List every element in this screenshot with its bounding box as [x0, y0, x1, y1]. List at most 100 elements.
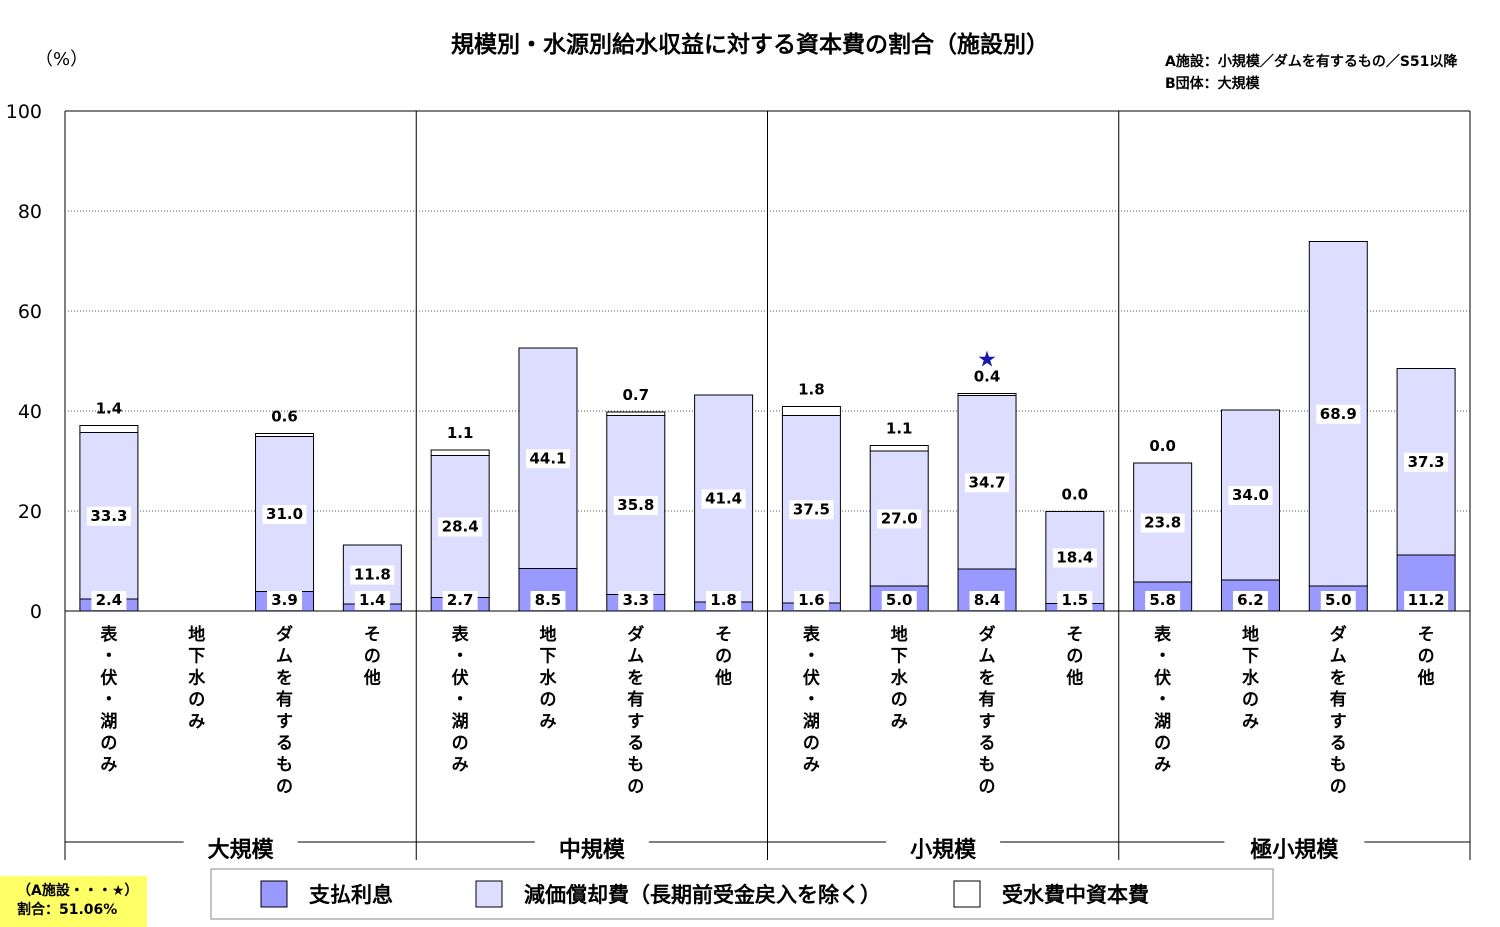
data-label: 3.3	[622, 591, 649, 609]
category-label-char: 地	[891, 624, 908, 645]
category-label-char: 表	[1154, 624, 1172, 645]
category-label-char: 水	[539, 667, 557, 688]
star-marker-icon: ★	[977, 348, 997, 373]
bar-segment	[957, 393, 1017, 396]
data-label: 2.7	[447, 591, 474, 609]
category-label-char: 有	[627, 689, 644, 710]
category-label-char: 地	[1242, 624, 1259, 645]
category-label-char: す	[276, 712, 293, 732]
data-label-bg	[1320, 591, 1356, 610]
bar-segment	[255, 433, 315, 437]
data-label-bg	[438, 517, 483, 537]
category-label-char: も	[627, 755, 644, 775]
category-label-char: 下	[188, 647, 205, 667]
category-label-char: す	[1330, 712, 1347, 732]
data-label: 6.2	[1237, 591, 1264, 609]
category-label-char: の	[1242, 690, 1259, 710]
category-label-char: 他	[1417, 667, 1435, 688]
data-label: 33.3	[90, 507, 127, 525]
data-label: 1.1	[886, 420, 913, 438]
data-label-bg	[701, 489, 746, 509]
category-label-char: ム	[979, 647, 996, 667]
category-label-char: の	[452, 734, 469, 754]
category-label-char: 表	[803, 624, 821, 645]
data-label: 5.0	[1325, 591, 1352, 609]
category-label-char: の	[188, 690, 205, 710]
legend-swatch	[953, 880, 981, 908]
y-tick-label: 20	[18, 501, 42, 523]
category-label-char: み	[539, 712, 556, 732]
data-label: 18.4	[1056, 549, 1093, 567]
data-label: 31.0	[266, 505, 303, 523]
category-label-char: ダ	[627, 624, 644, 645]
category-label-char: る	[979, 734, 996, 754]
bar-segment	[869, 445, 929, 452]
category-label-char: 水	[891, 667, 909, 688]
data-label-bg	[877, 509, 922, 529]
category-label-char: ・	[452, 690, 469, 710]
category-label-char: み	[1242, 712, 1259, 732]
callout-line-1: （A施設・・・★）	[17, 883, 139, 899]
data-label-bg	[793, 591, 829, 610]
data-label: 2.4	[96, 591, 123, 609]
category-label-char: み	[452, 755, 469, 775]
legend-label: 支払利息	[309, 883, 393, 907]
data-label-bg	[1232, 591, 1268, 610]
data-label-bg	[618, 591, 654, 610]
data-label: 41.4	[705, 490, 742, 508]
data-label-bg	[1052, 548, 1097, 568]
data-label-bg	[965, 473, 1010, 493]
category-label-char: の	[715, 647, 732, 667]
data-label: 1.4	[96, 400, 123, 418]
category-label-char: の	[891, 690, 908, 710]
category-label-char: の	[1154, 734, 1171, 754]
category-label-char: み	[803, 755, 820, 775]
data-label: 1.5	[1062, 591, 1089, 609]
data-label-bg	[1140, 513, 1185, 533]
category-label-char: ム	[1330, 647, 1347, 667]
data-label-bg	[442, 591, 478, 610]
y-tick-label: 100	[6, 101, 42, 123]
category-label-char: の	[539, 690, 556, 710]
category-label-char: そ	[1066, 625, 1083, 645]
callout-box: （A施設・・・★） 割合：51.06%	[0, 876, 147, 927]
data-label-bg	[530, 591, 566, 610]
data-label: 34.0	[1232, 486, 1269, 504]
legend-swatch	[260, 880, 288, 908]
y-tick-label: 40	[18, 401, 42, 423]
category-label-char: を	[627, 668, 644, 688]
legend-label: 受水費中資本費	[1002, 883, 1149, 907]
category-label-char: 湖	[452, 712, 469, 732]
category-label-char: の	[1330, 777, 1347, 797]
category-label-char: 他	[363, 667, 381, 688]
category-label-char: 伏	[803, 667, 820, 688]
category-label-char: ダ	[276, 624, 293, 645]
data-label: 0.6	[271, 408, 298, 426]
data-label: 1.8	[798, 381, 825, 399]
category-label-char: ム	[627, 647, 644, 667]
category-label-char: も	[276, 755, 293, 775]
category-label-char: ・	[100, 690, 117, 710]
category-label-char: 地	[539, 624, 556, 645]
data-label: 3.9	[271, 591, 298, 609]
category-label-char: ダ	[1330, 624, 1347, 645]
category-label-char: の	[276, 777, 293, 797]
data-label-bg	[613, 496, 658, 515]
bar-segment	[606, 411, 666, 416]
category-label-char: 他	[714, 667, 732, 688]
category-label-char: み	[891, 712, 908, 732]
data-label-bg	[1316, 404, 1361, 424]
category-label-char: の	[1066, 647, 1083, 667]
data-label: 1.6	[798, 591, 825, 609]
category-label-char: 水	[188, 667, 206, 688]
category-label-char: を	[276, 668, 293, 688]
data-label-bg	[91, 591, 127, 610]
category-label-char: の	[1418, 647, 1435, 667]
category-label-char: す	[979, 712, 996, 732]
bar-segment	[430, 449, 490, 456]
data-label: 1.8	[710, 591, 737, 609]
category-label-char: 下	[891, 647, 908, 667]
data-label: 35.8	[617, 496, 654, 514]
category-label-char: そ	[364, 625, 381, 645]
